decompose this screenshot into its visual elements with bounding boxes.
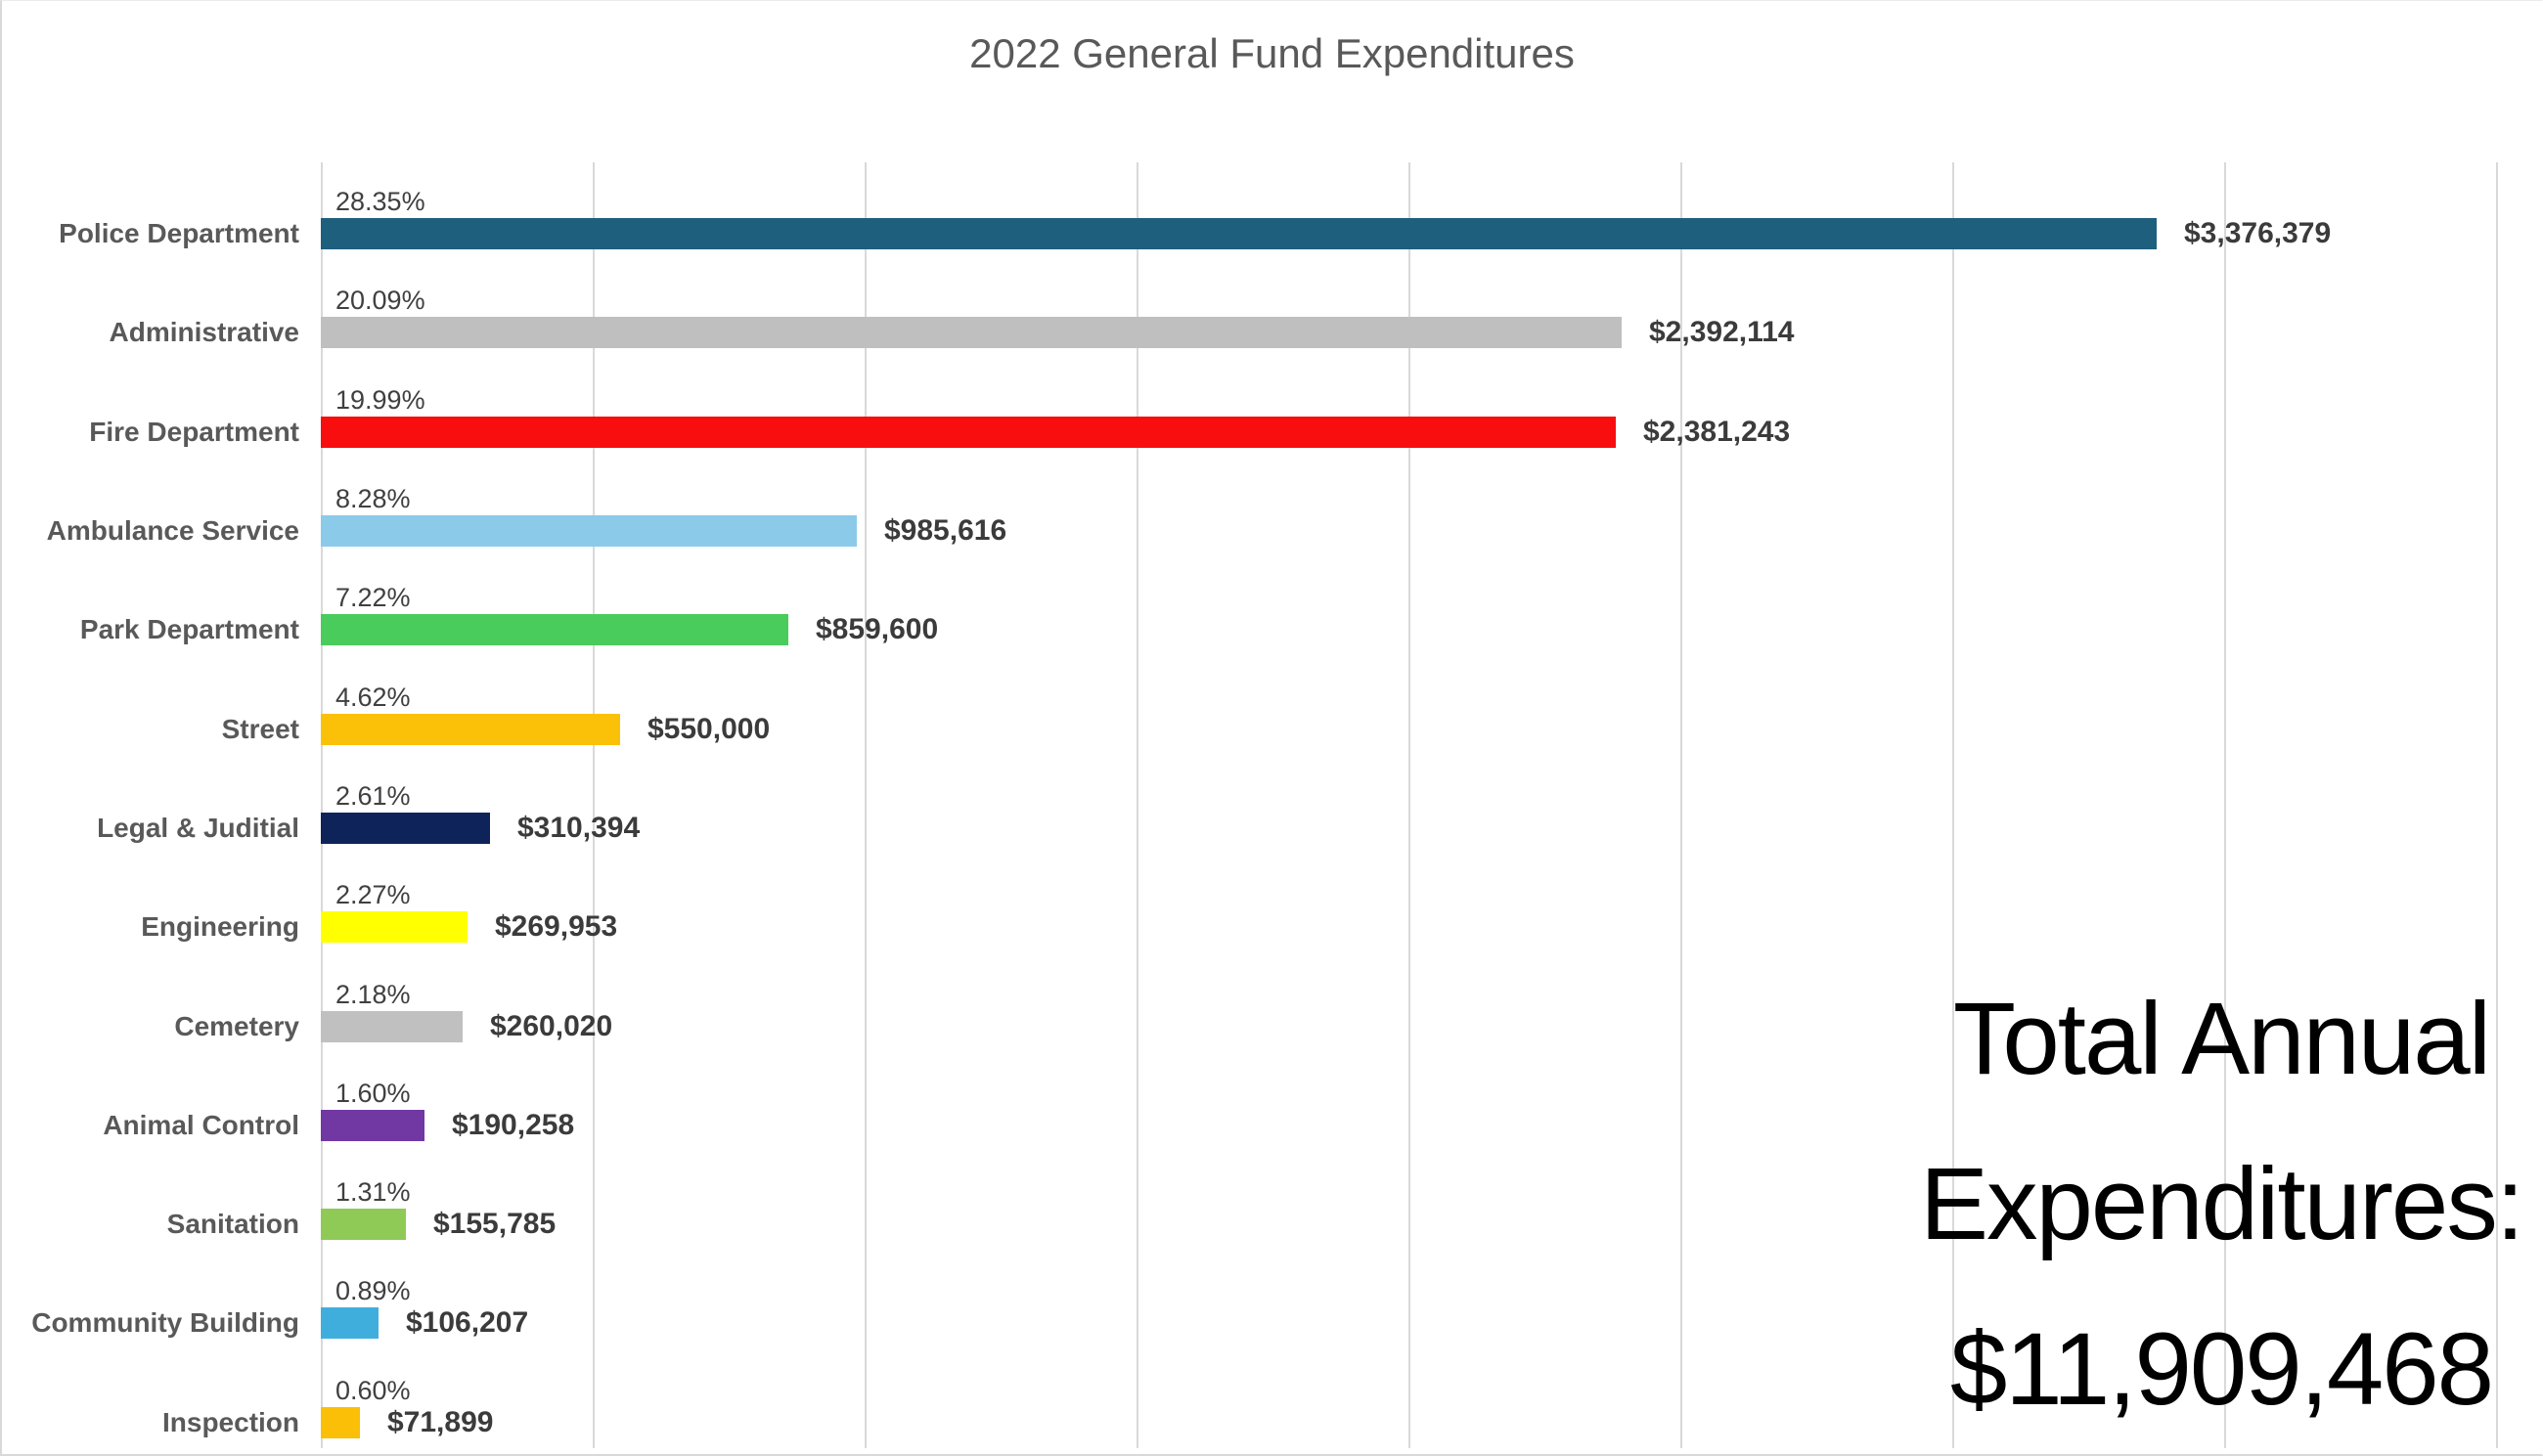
value-label: $550,000 <box>647 712 771 745</box>
bar-sanitation <box>321 1209 406 1241</box>
bar-track: 2.18% $260,020 <box>321 955 2542 1054</box>
category-label: Police Department <box>59 218 299 248</box>
chart-row-police-department: Police Department 28.35% $3,376,379 <box>2 162 2542 261</box>
value-label: $269,953 <box>495 910 618 944</box>
gridline <box>2496 162 2498 1448</box>
chart-row-street: Street 4.62% $550,000 <box>2 658 2542 757</box>
chart-row-sanitation: Sanitation 1.31% $155,785 <box>2 1153 2542 1252</box>
chart-title: 2022 General Fund Expenditures <box>969 30 1575 76</box>
category-label: Park Department <box>79 614 299 645</box>
total-annotation: Total Annual Expenditures: $11,909,468 <box>1919 956 2524 1452</box>
value-label: $2,392,114 <box>1649 316 1795 349</box>
value-label: $2,381,243 <box>1643 415 1791 448</box>
bar-track: 0.89% $106,207 <box>321 1252 2542 1350</box>
chart-row-cemetery: Cemetery 2.18% $260,020 <box>2 955 2542 1054</box>
percent-label: 4.62% <box>335 682 411 712</box>
percent-label: 1.60% <box>335 1078 411 1108</box>
value-label: $260,020 <box>490 1009 613 1042</box>
category-label: Sanitation <box>166 1209 299 1240</box>
percent-label: 2.27% <box>335 880 411 910</box>
percent-label: 2.61% <box>335 780 411 811</box>
percent-label: 28.35% <box>335 187 425 216</box>
gridline <box>1952 162 1954 1448</box>
chart-row-legal-juditial: Legal & Juditial 2.61% $310,394 <box>2 757 2542 856</box>
bar-fire-department <box>321 416 1616 448</box>
value-label: $190,258 <box>452 1108 575 1141</box>
bar-inspection <box>321 1406 360 1438</box>
category-label: Fire Department <box>89 416 299 447</box>
category-label: Inspection <box>161 1406 299 1437</box>
category-label: Animal Control <box>103 1109 299 1140</box>
gridline <box>2224 162 2226 1448</box>
value-label: $106,207 <box>406 1306 529 1340</box>
category-label: Administrative <box>109 317 300 348</box>
chart-row-engineering: Engineering 2.27% $269,953 <box>2 856 2542 954</box>
bar-administrative <box>321 317 1622 349</box>
chart-row-animal-control: Animal Control 1.60% $190,258 <box>2 1054 2542 1153</box>
chart-row-community-building: Community Building 0.89% $106,207 <box>2 1252 2542 1350</box>
chart-row-administrative: Administrative 20.09% $2,392,114 <box>2 261 2542 360</box>
bar-track: 28.35% $3,376,379 <box>321 162 2542 261</box>
chart-row-park-department: Park Department 7.22% $859,600 <box>2 558 2542 657</box>
percent-label: 19.99% <box>335 384 425 415</box>
value-label: $985,616 <box>884 513 1007 547</box>
bar-police-department <box>321 218 2157 249</box>
bar-street <box>321 713 620 745</box>
gridline <box>593 162 595 1448</box>
percent-label: 7.22% <box>335 583 411 613</box>
category-label: Cemetery <box>174 1010 299 1041</box>
value-label: $3,376,379 <box>2184 217 2332 249</box>
bar-animal-control <box>321 1109 424 1141</box>
percent-label: 1.31% <box>335 1177 411 1208</box>
bar-track: 20.09% $2,392,114 <box>321 261 2542 360</box>
bar-ambulance-service <box>321 514 857 547</box>
total-annotation-line-2: Expenditures: <box>1919 1147 2524 1261</box>
gridline <box>321 162 323 1448</box>
value-label: $310,394 <box>517 811 641 844</box>
bar-track: 2.61% $310,394 <box>321 757 2542 856</box>
total-annotation-line-3: $11,909,468 <box>1949 1312 2494 1427</box>
percent-label: 2.18% <box>335 979 411 1009</box>
percent-label: 0.60% <box>335 1375 411 1405</box>
gridline <box>1680 162 1682 1448</box>
chart-row-fire-department: Fire Department 19.99% $2,381,243 <box>2 361 2542 460</box>
category-label: Ambulance Service <box>46 514 299 546</box>
bar-track: 19.99% $2,381,243 <box>321 361 2542 460</box>
category-label: Community Building <box>31 1307 299 1339</box>
bar-track: 2.27% $269,953 <box>321 856 2542 954</box>
bar-track: 8.28% $985,616 <box>321 460 2542 558</box>
chart-row-inspection: Inspection 0.60% $71,899 <box>2 1351 2542 1450</box>
gridline <box>865 162 867 1448</box>
total-annotation-line-1: Total Annual <box>1952 982 2491 1096</box>
value-label: $155,785 <box>433 1208 557 1241</box>
percent-label: 8.28% <box>335 483 411 513</box>
bar-track: 0.60% $71,899 <box>321 1351 2542 1450</box>
bar-engineering <box>321 911 468 944</box>
bar-track: 1.31% $155,785 <box>321 1153 2542 1252</box>
category-label: Legal & Juditial <box>97 812 299 843</box>
bar-cemetery <box>321 1010 463 1042</box>
bar-community-building <box>321 1307 379 1340</box>
bar-rows: Police Department 28.35% $3,376,379 Adminis… <box>2 162 2542 1450</box>
bar-track: 1.60% $190,258 <box>321 1054 2542 1153</box>
gridline <box>1137 162 1138 1448</box>
percent-label: 20.09% <box>335 286 425 316</box>
bar-track: 7.22% $859,600 <box>321 558 2542 657</box>
category-label: Engineering <box>141 911 299 943</box>
gridline <box>1408 162 1410 1448</box>
value-label: $71,899 <box>387 1405 494 1438</box>
bar-track: 4.62% $550,000 <box>321 658 2542 757</box>
gridlines <box>321 162 2498 1448</box>
value-label: $859,600 <box>816 613 939 646</box>
chart-row-ambulance-service: Ambulance Service 8.28% $985,616 <box>2 460 2542 558</box>
category-label: Street <box>221 713 299 744</box>
bar-park-department <box>321 614 788 646</box>
bar-legal-juditial <box>321 812 490 844</box>
percent-label: 0.89% <box>335 1276 411 1306</box>
